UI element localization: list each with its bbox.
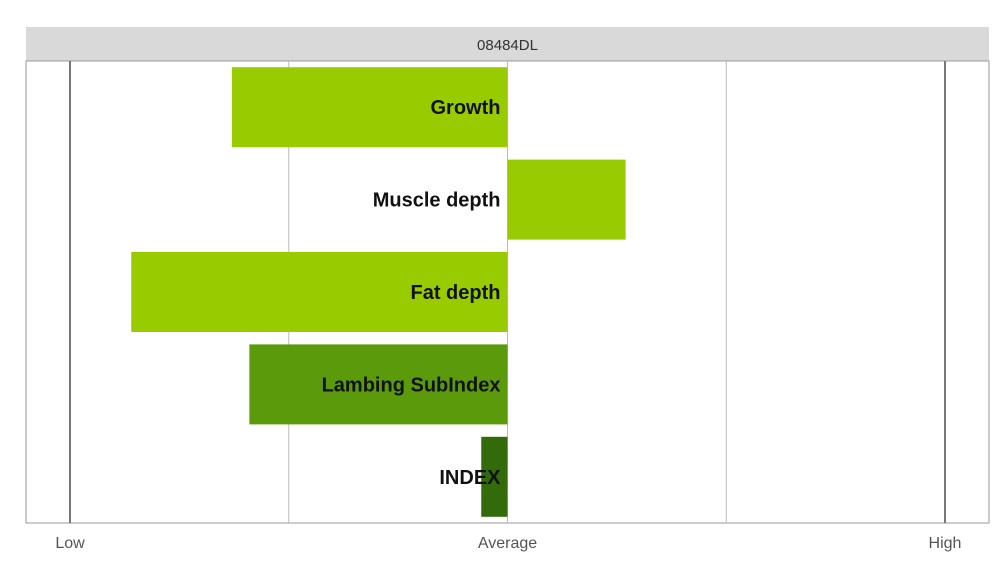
- x-tick-average: Average: [478, 535, 537, 552]
- bars: [131, 67, 626, 517]
- bar-lambing-subindex: [249, 344, 508, 425]
- bar-label-growth: Growth: [431, 97, 501, 119]
- bar-label-muscle-depth: Muscle depth: [373, 190, 501, 212]
- chart-title: 08484DL: [477, 37, 538, 54]
- title-bar: [26, 27, 989, 61]
- bar-label-lambing-subindex: Lambing SubIndex: [322, 374, 501, 396]
- x-tick-high: High: [929, 535, 962, 552]
- x-tick-low: Low: [55, 535, 85, 552]
- bar-index: [481, 436, 508, 517]
- bar-label-fat-depth: Fat depth: [411, 282, 501, 304]
- x-axis-ticks: Low Average High: [55, 535, 961, 552]
- bar-fat-depth: [131, 252, 508, 332]
- bar-labels: Growth Muscle depth Fat depth Lambing SubIn…: [322, 97, 502, 489]
- bar-label-index: INDEX: [439, 467, 501, 489]
- bar-growth: [231, 67, 508, 148]
- bar-muscle-depth: [507, 159, 626, 240]
